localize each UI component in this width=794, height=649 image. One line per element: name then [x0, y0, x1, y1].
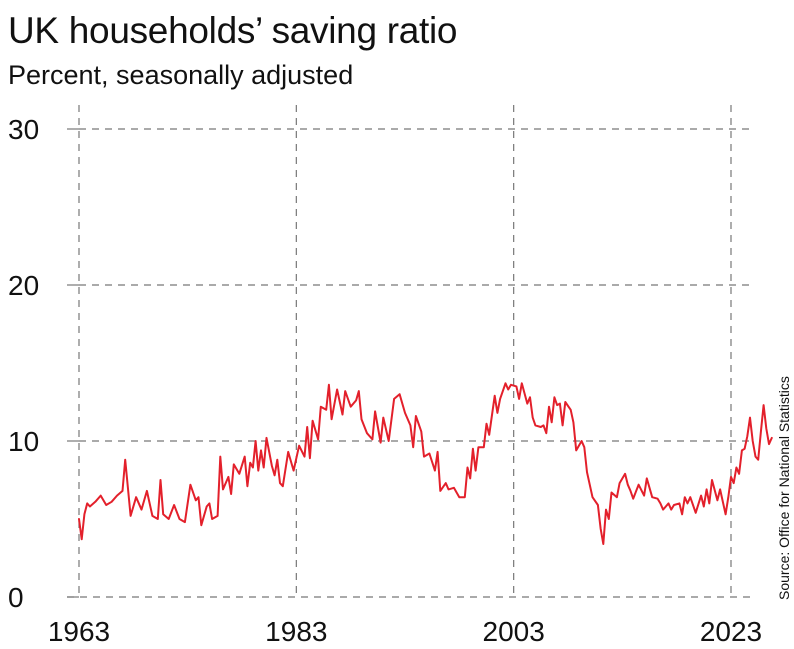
y-tick-label: 10: [8, 426, 39, 457]
chart-subtitle: Percent, seasonally adjusted: [8, 60, 354, 90]
chart-title: UK households’ saving ratio: [8, 10, 458, 51]
grid-lines: [78, 105, 752, 597]
axes: [67, 128, 752, 598]
series-layer: [78, 382, 773, 545]
y-tick-label: 30: [8, 114, 39, 145]
x-tick-label: 1983: [265, 616, 327, 647]
series-line: [78, 382, 773, 545]
y-tick-label: 0: [8, 582, 24, 613]
x-tick-label: 2003: [483, 616, 545, 647]
tick-labels: 0 10 20 30 1963 1983 2003 2023: [8, 114, 762, 647]
x-tick-label: 2023: [700, 616, 762, 647]
x-tick-label: 1963: [48, 616, 110, 647]
y-tick-label: 20: [8, 270, 39, 301]
